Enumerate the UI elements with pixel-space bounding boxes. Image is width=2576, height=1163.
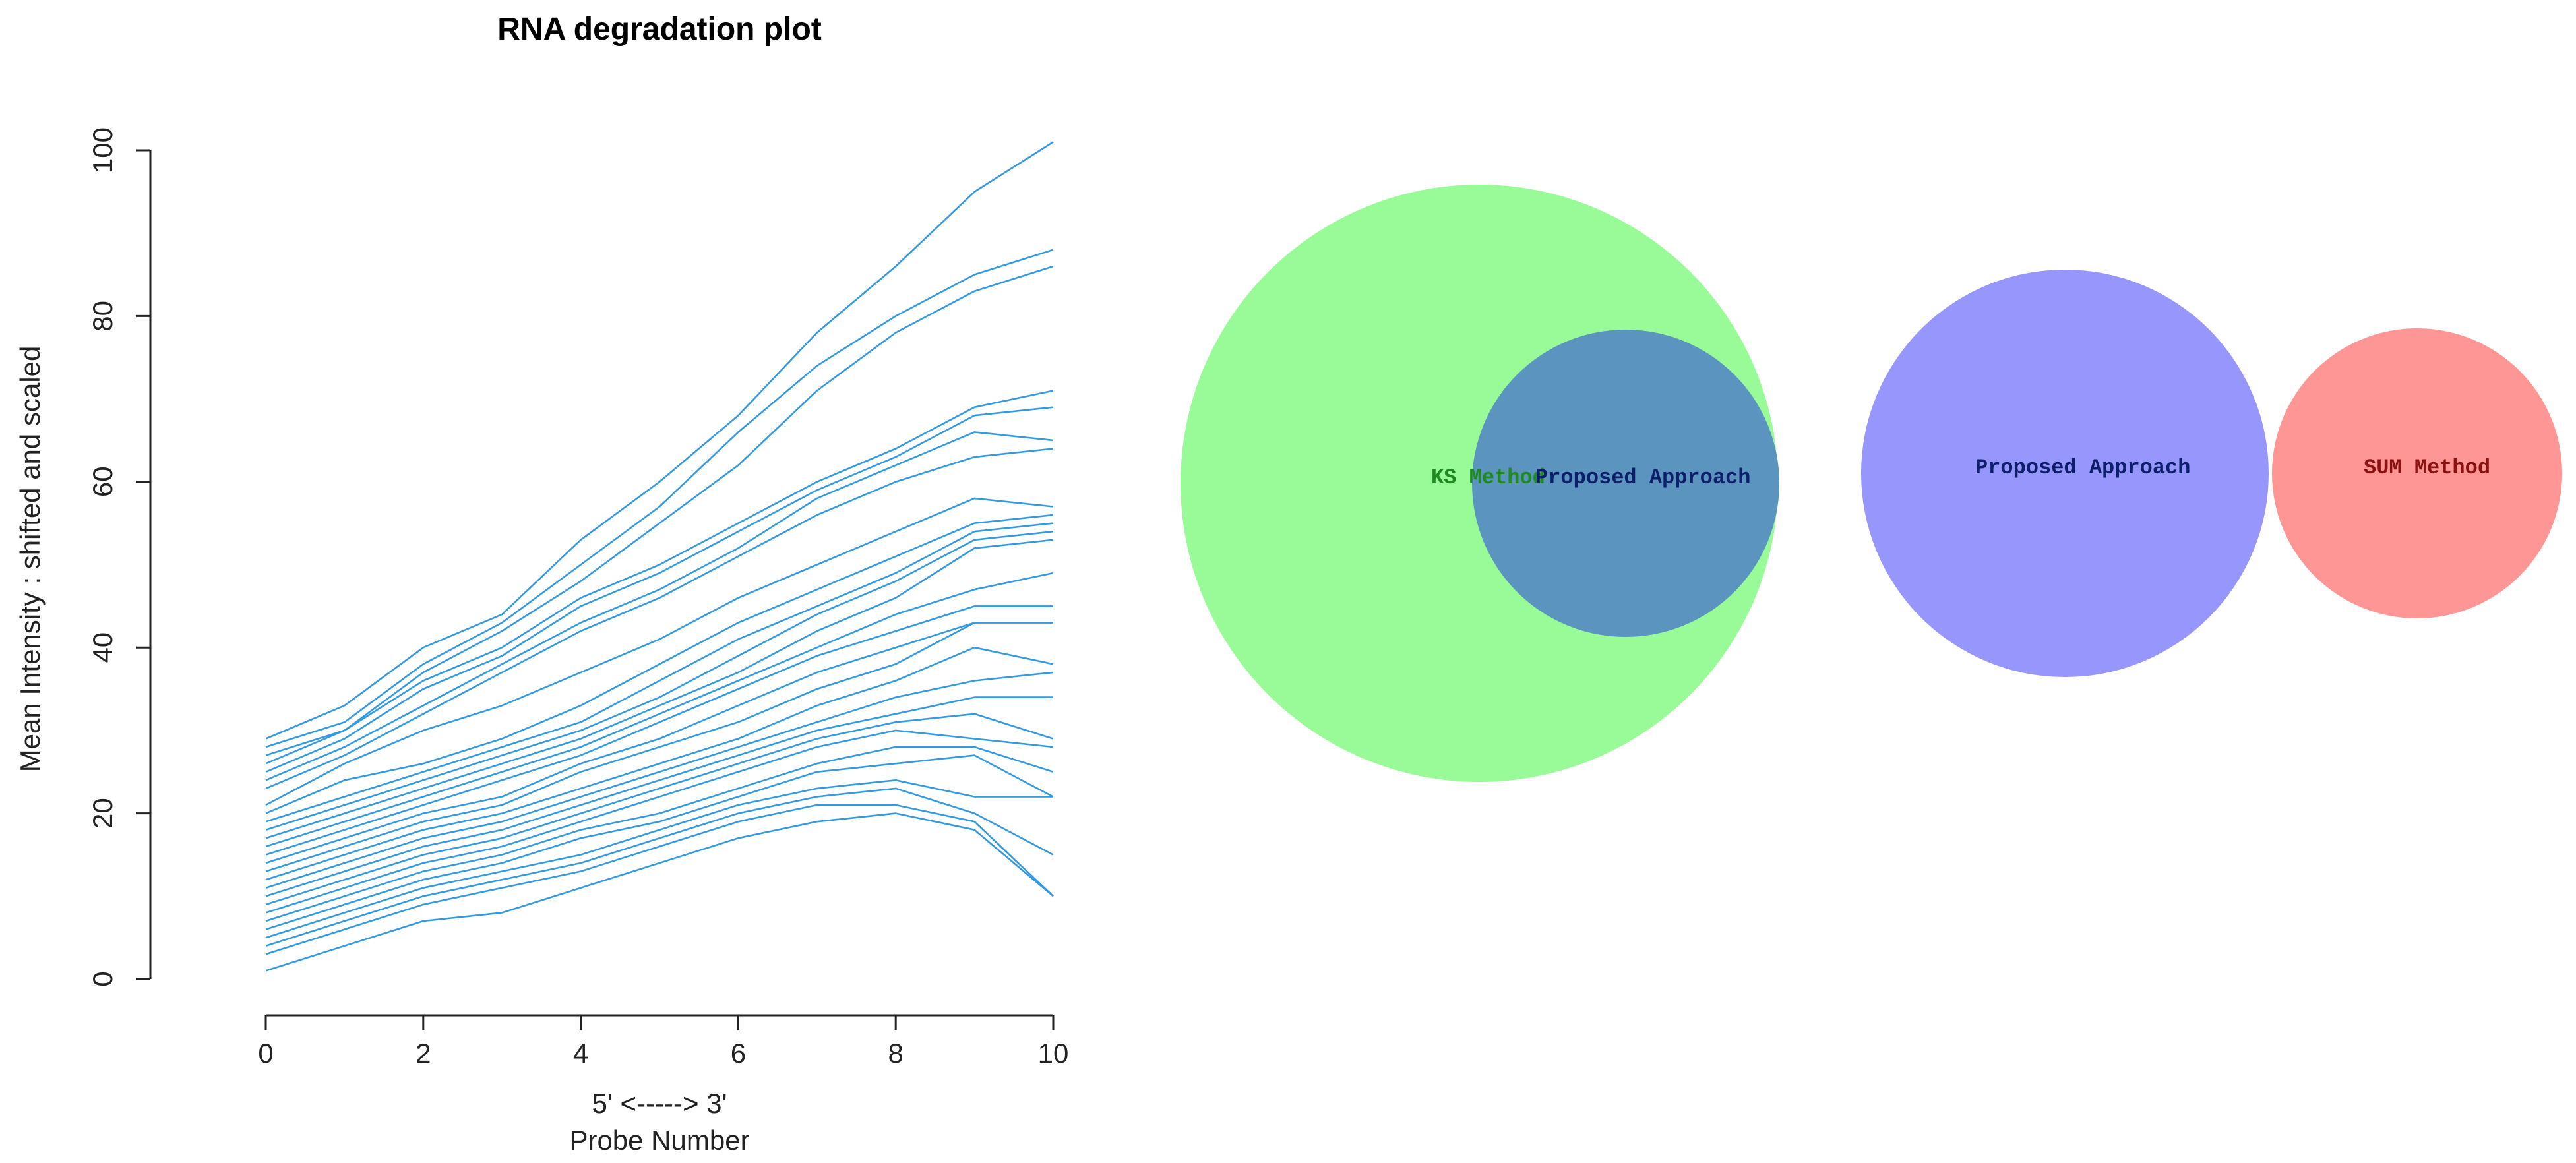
series-line-7 (265, 448, 1054, 790)
y-tick-label: 80 (87, 301, 118, 332)
series-line-25 (265, 787, 1054, 947)
venn-label-proposed-approach: Proposed Approach (1975, 456, 2190, 480)
x-tick-label: 4 (573, 1038, 588, 1069)
series-line-24 (265, 779, 1053, 939)
chart-title: RNA degradation plot (497, 12, 822, 47)
x-tick-label: 8 (888, 1038, 904, 1069)
series-line-16 (265, 622, 1053, 872)
series-line-23 (265, 754, 1054, 930)
series-line-26 (265, 804, 1054, 955)
y-axis-label: Mean Intensity : shifted and scaled (15, 346, 46, 773)
series-line-9 (265, 514, 1054, 814)
series-line-20 (265, 713, 1054, 906)
series-line-13 (265, 572, 1054, 848)
series-line-10 (265, 522, 1054, 823)
series-line-14 (265, 605, 1053, 856)
venn-label-proposed-approach-overlap: Proposed Approach (1535, 465, 1750, 490)
venn-diagram: KS Method Proposed Approach Proposed App… (1181, 185, 2562, 782)
series-line-2 (265, 249, 1054, 748)
venn-circle-sum-method (2272, 328, 2562, 618)
x-tick-label: 0 (258, 1038, 273, 1069)
series-line-27 (265, 812, 1054, 972)
series-line-8 (265, 497, 1054, 806)
series-line-22 (265, 746, 1054, 922)
y-tick-label: 0 (87, 971, 118, 986)
series-line-6 (265, 431, 1054, 781)
x-axis-label: Probe Number (569, 1125, 749, 1156)
rna-degradation-chart: RNA degradation plot 5' <-----> 3' Probe… (15, 12, 1068, 1156)
venn-circle-proposed-approach (1861, 270, 2269, 677)
series-line-12 (265, 539, 1054, 839)
x-tick-label: 6 (731, 1038, 746, 1069)
series-line-19 (265, 696, 1053, 897)
series-lines (265, 141, 1054, 972)
x-axis-label-arrow: 5' <-----> 3' (592, 1088, 727, 1119)
series-line-17 (265, 646, 1054, 881)
series-line-11 (265, 530, 1054, 831)
x-tick-label: 10 (1038, 1038, 1069, 1069)
series-line-1 (265, 141, 1054, 740)
venn-label-sum-method: SUM Method (2364, 456, 2490, 480)
y-tick-label: 60 (87, 466, 118, 497)
series-line-21 (265, 729, 1054, 914)
x-tick-label: 2 (415, 1038, 431, 1069)
series-line-5 (265, 406, 1054, 773)
y-tick-label: 20 (87, 798, 118, 829)
y-tick-label: 100 (87, 127, 118, 173)
series-line-15 (265, 622, 1053, 864)
venn-label-ks-method: KS Method (1431, 465, 1545, 490)
y-tick-label: 40 (87, 632, 118, 663)
series-line-4 (265, 390, 1054, 765)
venn-circle-proposed-approach-overlap (1472, 330, 1779, 637)
series-line-3 (265, 265, 1054, 756)
series-line-18 (265, 671, 1054, 889)
